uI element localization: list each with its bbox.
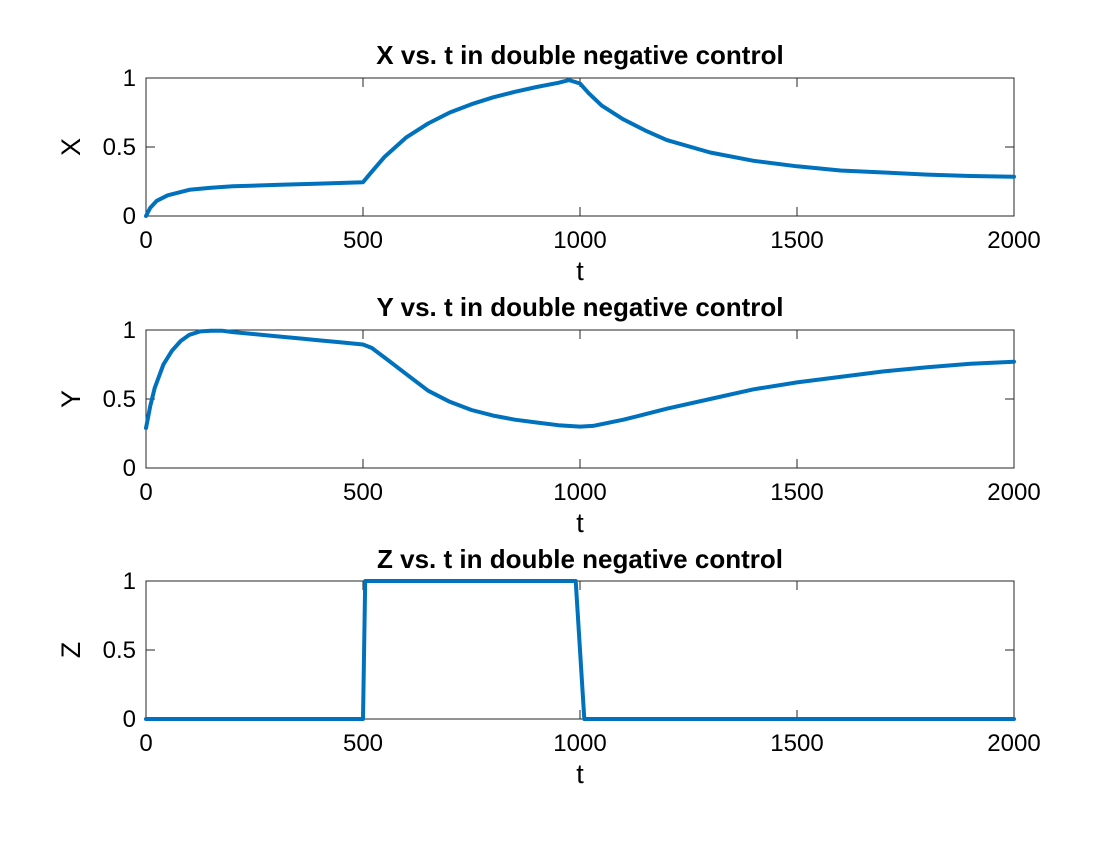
x-axis-label: t bbox=[576, 759, 584, 789]
tick-label-group: 0 500 1000 1500 2000 0 0.5 1 bbox=[103, 317, 1041, 506]
x-tick-label: 2000 bbox=[987, 479, 1040, 506]
x-tick-label: 1500 bbox=[770, 730, 823, 757]
x-axis-label: t bbox=[576, 256, 584, 286]
y-axis-label: Z bbox=[56, 642, 86, 659]
x-tick-label: 1000 bbox=[553, 227, 606, 254]
x-tick-label: 2000 bbox=[987, 227, 1040, 254]
x-tick-label: 0 bbox=[139, 730, 152, 757]
x-tick-label: 500 bbox=[343, 227, 383, 254]
subplot-x: X vs. t in double negative control 0 500 1… bbox=[56, 40, 1041, 286]
x-tick-label: 2000 bbox=[987, 730, 1040, 757]
x-tick-label: 1500 bbox=[770, 479, 823, 506]
tick-group bbox=[145, 77, 1015, 217]
y-tick-label: 0.5 bbox=[103, 637, 136, 664]
series-line bbox=[144, 579, 1016, 721]
subplot-title: Z vs. t in double negative control bbox=[377, 544, 783, 574]
y-axis-label: X bbox=[56, 138, 86, 156]
x-tick-label: 0 bbox=[139, 227, 152, 254]
subplot-y: Y vs. t in double negative control 0 500 1… bbox=[56, 292, 1041, 538]
tick-label-group: 0 500 1000 1500 2000 0 0.5 1 bbox=[103, 568, 1041, 757]
y-tick-label: 0.5 bbox=[103, 134, 136, 161]
x-axis-label: t bbox=[576, 508, 584, 538]
plot-frame bbox=[145, 77, 1015, 217]
x-tick-label: 1500 bbox=[770, 227, 823, 254]
y-tick-label: 1 bbox=[123, 568, 136, 595]
y-tick-label: 0 bbox=[123, 455, 136, 482]
x-tick-label: 0 bbox=[139, 479, 152, 506]
subplot-title: X vs. t in double negative control bbox=[376, 40, 783, 70]
y-tick-label: 1 bbox=[123, 65, 136, 92]
series-line bbox=[144, 78, 1016, 218]
x-tick-label: 500 bbox=[343, 730, 383, 757]
y-tick-label: 1 bbox=[123, 317, 136, 344]
subplot-z: Z vs. t in double negative control 0 500 1… bbox=[56, 544, 1041, 789]
subplot-title: Y vs. t in double negative control bbox=[377, 292, 784, 322]
y-tick-label: 0 bbox=[123, 706, 136, 733]
plot-frame bbox=[145, 329, 1015, 469]
x-tick-label: 1000 bbox=[553, 479, 606, 506]
y-axis-label: Y bbox=[56, 390, 86, 408]
tick-group bbox=[145, 329, 1015, 469]
x-tick-label: 1000 bbox=[553, 730, 606, 757]
y-tick-label: 0 bbox=[123, 203, 136, 230]
x-tick-label: 500 bbox=[343, 479, 383, 506]
tick-label-group: 0 500 1000 1500 2000 0 0.5 1 bbox=[103, 65, 1041, 254]
series-line bbox=[144, 328, 1016, 430]
y-tick-label: 0.5 bbox=[103, 386, 136, 413]
